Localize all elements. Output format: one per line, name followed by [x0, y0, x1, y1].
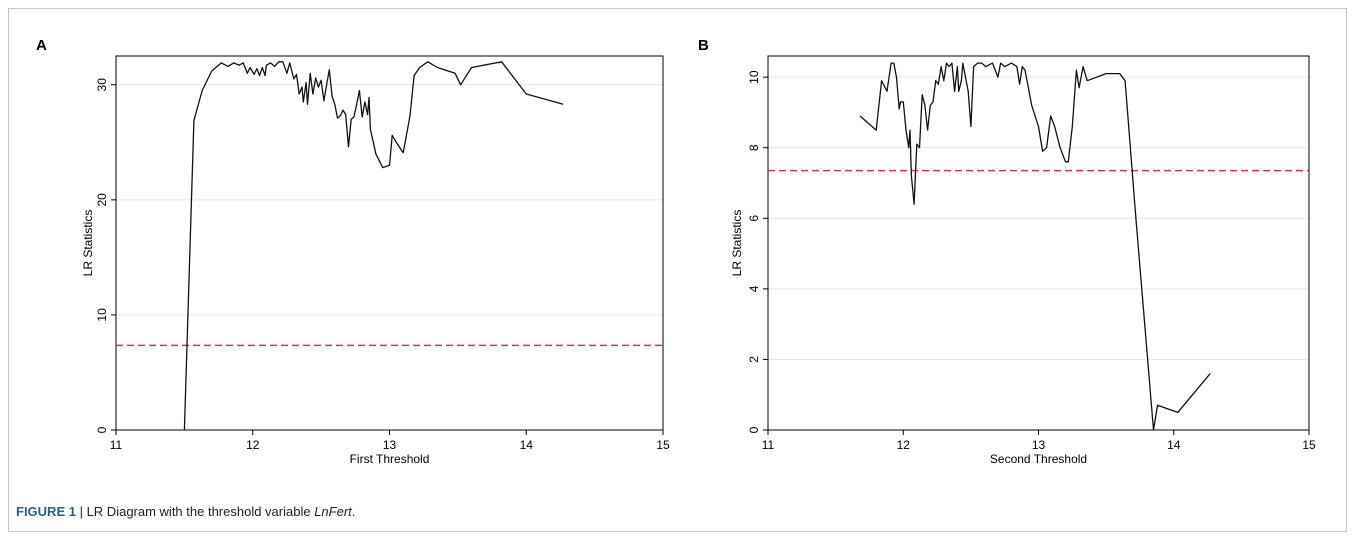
caption-end: .: [351, 504, 356, 519]
caption-text: LR Diagram with the threshold variable: [86, 504, 315, 519]
figure-frame: [8, 8, 1347, 532]
x-tick-label: 15: [656, 438, 670, 452]
y-tick-label: 10: [95, 308, 109, 322]
figure-number: FIGURE 1: [16, 504, 76, 519]
y-tick-label: 6: [747, 215, 761, 222]
y-axis-label-b: LR Statistics: [730, 210, 744, 277]
lr-series-line-a: [183, 61, 564, 431]
x-tick-label: 11: [110, 438, 123, 452]
y-tick-label: 2: [747, 356, 761, 363]
y-tick-label: 20: [95, 193, 109, 207]
lr-series-line-b: [859, 62, 1211, 431]
y-tick-label: 10: [747, 70, 761, 84]
x-tick-label: 15: [1302, 438, 1316, 452]
x-tick-label: 14: [520, 438, 534, 452]
panel-label-b: B: [698, 37, 709, 54]
x-axis-label-a: First Threshold: [350, 452, 430, 466]
y-tick-label: 0: [95, 426, 109, 433]
caption-separator: |: [75, 504, 87, 519]
y-tick-label: 4: [747, 285, 761, 292]
x-tick-label: 14: [1167, 438, 1181, 452]
panel-label-a: A: [36, 37, 47, 54]
chart-panel-b: 11 12 13 14 15 0 2 4 6 8 10 Second Threshold LR Stat…: [730, 55, 1316, 466]
x-axis-label-b: Second Threshold: [990, 452, 1087, 466]
x-tick-label: 12: [246, 438, 260, 452]
y-tick-label: 30: [95, 78, 109, 92]
figure-caption: FIGURE 1 | LR Diagram with the threshold…: [16, 504, 355, 519]
x-tick-label: 12: [897, 438, 911, 452]
y-tick-label: 8: [747, 144, 761, 151]
plot-area-a: [115, 55, 664, 431]
x-tick-label: 13: [383, 438, 397, 452]
x-tick-label: 11: [762, 438, 775, 452]
chart-panel-a: 11 12 13 14 15 0 10 20 30 First Threshold LR Stati…: [81, 55, 670, 466]
caption-variable: LnFert: [314, 504, 352, 519]
y-axis-label-a: LR Statistics: [81, 210, 95, 277]
y-tick-label: 0: [747, 426, 761, 433]
plot-area-b: [767, 55, 1310, 431]
x-tick-label: 13: [1032, 438, 1046, 452]
